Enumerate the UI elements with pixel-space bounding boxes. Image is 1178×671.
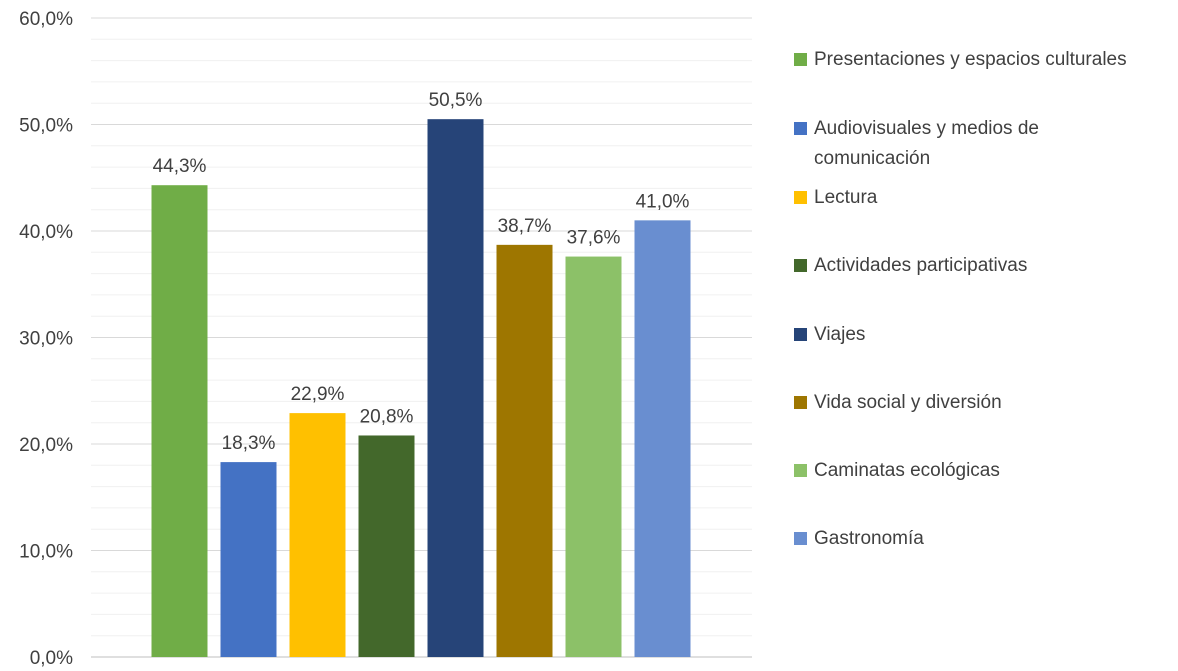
legend-label: Vida social y diversión bbox=[814, 392, 1002, 413]
legend-swatch bbox=[794, 396, 807, 409]
legend-swatch bbox=[794, 122, 807, 135]
y-tick-label: 20,0% bbox=[19, 435, 73, 456]
y-tick-label: 50,0% bbox=[19, 116, 73, 137]
data-label: 44,3% bbox=[153, 156, 207, 177]
legend-item: Viajes bbox=[794, 320, 1174, 350]
legend-swatch bbox=[794, 328, 807, 341]
legend-label: Audiovisuales y medios de comunicación bbox=[814, 118, 1039, 169]
bar-1 bbox=[151, 185, 208, 657]
y-tick-label: 0,0% bbox=[30, 648, 73, 669]
bar-2 bbox=[220, 462, 277, 657]
data-label: 50,5% bbox=[429, 90, 483, 111]
data-label: 41,0% bbox=[636, 191, 690, 212]
data-label: 37,6% bbox=[567, 228, 621, 249]
data-label: 38,7% bbox=[498, 216, 552, 237]
y-tick-label: 30,0% bbox=[19, 329, 73, 350]
bar-4 bbox=[358, 435, 415, 657]
legend-item: Vida social y diversión bbox=[794, 388, 1174, 418]
bar-5 bbox=[427, 119, 484, 658]
legend-item: Audiovisuales y medios de comunicación bbox=[794, 114, 1114, 174]
data-label: 18,3% bbox=[222, 433, 276, 454]
legend-label: Actividades participativas bbox=[814, 255, 1028, 276]
data-label: 20,8% bbox=[360, 406, 414, 427]
bar-6 bbox=[496, 244, 553, 657]
data-label: 22,9% bbox=[291, 384, 345, 405]
legend-swatch bbox=[794, 191, 807, 204]
y-tick-label: 60,0% bbox=[19, 9, 73, 30]
bar-7 bbox=[565, 256, 622, 657]
legend-item: Caminatas ecológicas bbox=[794, 456, 1174, 486]
legend-item: Actividades participativas bbox=[794, 251, 1174, 281]
legend-swatch bbox=[794, 464, 807, 477]
legend-label: Viajes bbox=[814, 324, 866, 345]
chart-legend: Presentaciones y espacios culturales Audi… bbox=[794, 0, 1178, 671]
legend-item: Lectura bbox=[794, 183, 1174, 213]
y-tick-label: 40,0% bbox=[19, 222, 73, 243]
legend-swatch bbox=[794, 259, 807, 272]
legend-label: Lectura bbox=[814, 187, 878, 208]
legend-swatch bbox=[794, 532, 807, 545]
legend-item: Gastronomía bbox=[794, 524, 1174, 554]
legend-label: Presentaciones y espacios culturales bbox=[814, 49, 1127, 70]
legend-item: Presentaciones y espacios culturales bbox=[794, 45, 1174, 75]
bar-8 bbox=[634, 220, 691, 657]
legend-swatch bbox=[794, 53, 807, 66]
bar-chart: 0,0% 10,0% 20,0% 30,0% 40,0% 50,0% 60,0% 44,3% 1… bbox=[19, 9, 752, 669]
legend-label: Caminatas ecológicas bbox=[814, 460, 1000, 481]
bar-3 bbox=[289, 413, 346, 657]
y-tick-label: 10,0% bbox=[19, 542, 73, 563]
legend-label: Gastronomía bbox=[814, 528, 924, 549]
